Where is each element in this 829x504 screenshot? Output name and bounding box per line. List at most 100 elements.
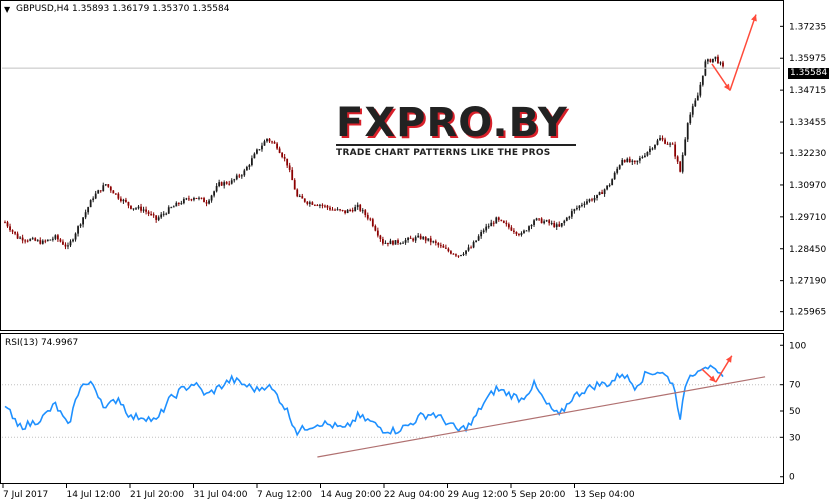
candle-body xyxy=(296,189,299,197)
candle-body xyxy=(429,238,432,243)
rsi-up-arrow-head xyxy=(725,355,732,363)
candle-body xyxy=(278,148,281,153)
candle-body xyxy=(510,227,513,231)
time-axis-label: 29 Aug 12:00 xyxy=(448,490,509,500)
candle-body xyxy=(54,235,57,239)
candle-body xyxy=(427,238,430,241)
candle-body xyxy=(356,204,359,208)
price-chart-panel[interactable] xyxy=(0,0,784,331)
candle-body xyxy=(543,221,546,224)
candle-body xyxy=(379,235,382,240)
candle-body xyxy=(107,184,110,187)
candle-body xyxy=(147,211,150,214)
candle-body xyxy=(623,159,626,163)
time-axis-label: 14 Aug 20:00 xyxy=(321,490,382,500)
candle-body xyxy=(291,169,294,181)
candle-body xyxy=(218,182,221,186)
candle-body xyxy=(225,182,228,184)
candle-body xyxy=(669,143,671,145)
candle-body xyxy=(553,222,556,228)
price-axis-label: 1.30970 xyxy=(789,181,826,191)
candle-body xyxy=(502,220,505,223)
candle-body xyxy=(593,198,596,201)
candle-body xyxy=(145,209,147,212)
candle-body xyxy=(271,141,273,143)
candle-body xyxy=(34,238,37,241)
candle-body xyxy=(424,237,427,241)
candle-body xyxy=(608,185,611,187)
rsi-panel[interactable] xyxy=(0,333,784,484)
price-up-arrow-head xyxy=(751,14,757,22)
candle-body xyxy=(460,255,462,257)
candle-body xyxy=(205,202,208,204)
candle-body xyxy=(248,165,251,167)
candle-body xyxy=(465,250,467,254)
candle-body xyxy=(477,236,480,241)
candle-body xyxy=(329,207,331,210)
candle-body xyxy=(351,210,354,212)
candle-body xyxy=(717,56,719,64)
candle-body xyxy=(563,220,566,224)
candle-body xyxy=(684,139,687,155)
candle-body xyxy=(570,211,573,217)
logo-tagline: TRADE CHART PATTERNS LIKE THE PROS xyxy=(336,144,576,158)
candle-body xyxy=(21,237,24,241)
candle-body xyxy=(198,197,200,199)
price-up-arrow xyxy=(729,14,757,91)
rsi-trendline xyxy=(317,376,766,458)
candle-body xyxy=(215,185,218,192)
candle-body xyxy=(462,253,465,256)
candle-body xyxy=(243,170,246,176)
price-axis-label: 1.25965 xyxy=(789,308,826,318)
candle-body xyxy=(39,240,42,244)
rsi-header: RSI(13) 74.9967 xyxy=(5,338,79,348)
candle-body xyxy=(137,206,140,209)
candle-body xyxy=(74,233,77,240)
candle-body xyxy=(578,205,581,208)
candle-body xyxy=(263,141,266,146)
candle-body xyxy=(11,230,14,232)
candle-body xyxy=(472,242,475,248)
candle-body xyxy=(190,199,193,201)
candle-body xyxy=(84,212,87,218)
candle-body xyxy=(6,222,9,227)
candle-body xyxy=(603,189,606,194)
candle-body xyxy=(533,220,535,225)
candle-body xyxy=(679,161,682,172)
candle-body xyxy=(36,240,39,242)
candle-body xyxy=(165,213,168,215)
candle-body xyxy=(321,204,324,206)
candle-body xyxy=(555,224,558,228)
candle-body xyxy=(447,248,450,252)
candle-body xyxy=(586,201,588,204)
candle-body xyxy=(696,95,699,101)
candle-body xyxy=(230,180,233,184)
candle-body xyxy=(135,208,137,210)
candle-body xyxy=(437,243,440,246)
price-axis-label: 1.29710 xyxy=(789,213,826,223)
candle-body xyxy=(57,235,59,240)
candle-body xyxy=(394,240,397,245)
candle-body xyxy=(381,239,384,244)
symbol-dropdown-icon[interactable]: ▼ xyxy=(4,5,11,14)
candle-body xyxy=(112,190,115,194)
candle-body xyxy=(495,217,498,224)
candle-body xyxy=(507,224,510,228)
candle-body xyxy=(132,208,135,210)
candle-body xyxy=(303,198,306,202)
candle-body xyxy=(268,138,271,142)
candle-body xyxy=(220,182,223,186)
candle-body xyxy=(568,216,571,218)
candle-body xyxy=(16,233,19,239)
candle-body xyxy=(470,247,472,249)
candle-body xyxy=(49,239,52,241)
candle-body xyxy=(26,240,29,242)
candle-body xyxy=(172,206,175,208)
candle-body xyxy=(114,193,117,195)
candle-body xyxy=(523,230,525,233)
candle-body xyxy=(208,200,210,204)
candle-body xyxy=(409,237,412,239)
candle-body xyxy=(497,217,500,220)
candle-body xyxy=(376,230,379,236)
